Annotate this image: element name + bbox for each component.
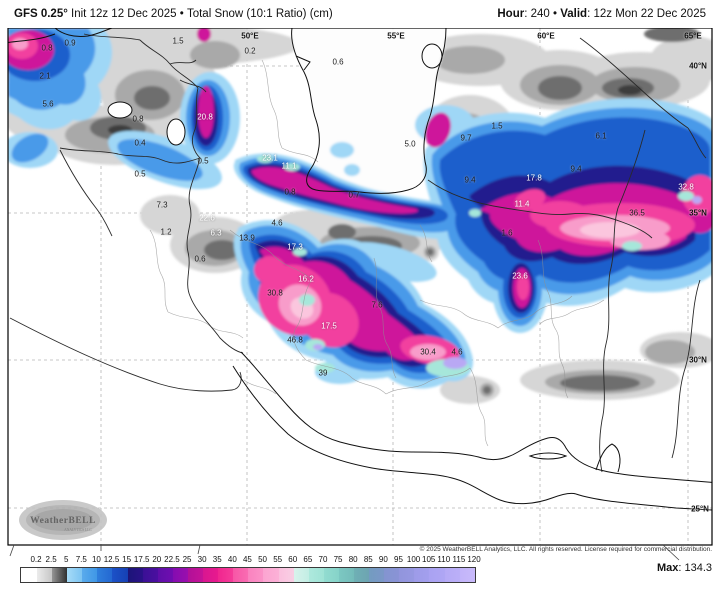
colorbar-ticks: 0.2 2.5 5 7.5 10 12.5 15 17.5 20 22.5 25 30 35 40 45 50…: [0, 555, 720, 566]
header-bar: GFS 0.25° Init 12z 12 Dec 2025 • Total S…: [0, 0, 720, 28]
hour-valid: Hour: 240 • Valid: 12z Mon 22 Dec 2025: [497, 8, 706, 20]
colorbar-segment: [21, 568, 37, 582]
colorbar-tick: 60: [288, 555, 298, 564]
colorbar-segment: [323, 568, 339, 582]
colorbar-segment: [127, 568, 143, 582]
weatherbell-watermark: WeatherBELL ANALYTICS LLC: [19, 500, 107, 540]
product-name: Total Snow (10:1 Ratio) (cm): [186, 8, 333, 20]
colorbar-tick: 55: [273, 555, 283, 564]
colorbar-tick: 30: [197, 555, 207, 564]
colorbar-tick: 45: [242, 555, 252, 564]
colorbar-segment: [142, 568, 158, 582]
colorbar-segment: [218, 568, 234, 582]
colorbar-segment: [414, 568, 430, 582]
colorbar-tick: 80: [348, 555, 358, 564]
colorbar-tick: 90: [378, 555, 388, 564]
model-name: GFS 0.25°: [14, 8, 68, 20]
colorbar-segment: [172, 568, 188, 582]
colorbar-tick: 105: [422, 555, 436, 564]
hour-label: Hour: [497, 8, 525, 20]
colorbar-tick: 115: [452, 555, 466, 564]
colorbar-segment: [82, 568, 98, 582]
colorbar-segment: [203, 568, 219, 582]
colorbar-segment: [399, 568, 415, 582]
colorbar-segment: [338, 568, 354, 582]
colorbar-tick: 70: [318, 555, 328, 564]
colorbar-segment: [429, 568, 445, 582]
init-text: Init 12z 12 Dec 2025: [71, 8, 177, 20]
valid-value: 12z Mon 22 Dec 2025: [593, 8, 706, 20]
colorbar-segment: [52, 568, 68, 582]
separator-dot2: •: [552, 8, 558, 20]
colorbar-tick: 85: [363, 555, 373, 564]
colorbar-tick: 2.5: [45, 555, 57, 564]
max-value: : 134.3: [678, 562, 712, 574]
colorbar-tick: 17.5: [133, 555, 150, 564]
colorbar-tick: 12.5: [103, 555, 120, 564]
frame-ticks: [9, 544, 680, 561]
colorbar-tick: 110: [437, 555, 451, 564]
colorbar: [20, 567, 476, 583]
colorbar-tick: 75: [333, 555, 343, 564]
colorbar-segment: [67, 568, 83, 582]
admin-boundaries: [149, 59, 605, 447]
colorbar-segment: [278, 568, 294, 582]
colorbar-tick: 20: [152, 555, 162, 564]
colorbar-tick: 7.5: [75, 555, 87, 564]
colorbar-segment: [97, 568, 113, 582]
colorbar-segment: [384, 568, 400, 582]
max-readout: Max: 134.3: [657, 562, 712, 574]
colorbar-segment: [444, 568, 460, 582]
colorbar-tick: 22.5: [164, 555, 180, 564]
model-title: GFS 0.25° Init 12z 12 Dec 2025 • Total S…: [14, 8, 333, 20]
colorbar-tick: 15: [122, 555, 132, 564]
svg-text:WeatherBELL: WeatherBELL: [30, 516, 96, 526]
colorbar-tick: 95: [394, 555, 403, 564]
max-label: Max: [656, 562, 679, 574]
colorbar-tick: 25: [182, 555, 192, 564]
colorbar-segment: [248, 568, 264, 582]
copyright-text: © 2025 WeatherBELL Analytics, LLC. All r…: [419, 546, 712, 553]
colorbar-tick: 65: [303, 555, 313, 564]
colorbar-segment: [459, 568, 475, 582]
colorbar-segment: [233, 568, 249, 582]
colorbar-segment: [308, 568, 324, 582]
colorbar-tick: 0.2: [30, 555, 42, 564]
svg-text:ANALYTICS LLC: ANALYTICS LLC: [64, 528, 92, 532]
country-borders: [9, 33, 707, 473]
colorbar-segment: [369, 568, 385, 582]
colorbar-tick: 10: [91, 555, 101, 564]
colorbar-segment: [187, 568, 204, 582]
colorbar-tick: 50: [258, 555, 267, 564]
coastlines: [8, 28, 712, 511]
colorbar-tick: 40: [227, 555, 237, 564]
colorbar-tick: 100: [406, 555, 421, 564]
colorbar-tick: 5: [63, 555, 69, 564]
colorbar-segment: [263, 568, 279, 582]
colorbar-segment: [112, 568, 128, 582]
valid-label: Valid: [560, 8, 588, 20]
colorbar-segment: [157, 568, 173, 582]
colorbar-tick: 35: [212, 555, 222, 564]
colorbar-segment: [353, 568, 370, 582]
separator-dot: •: [179, 8, 184, 20]
map-frame-border: [7, 27, 713, 546]
colorbar-tick: 120: [467, 555, 481, 564]
hour-value: 240: [530, 8, 550, 20]
colorbar-segment: [293, 568, 309, 582]
colorbar-segment: [37, 568, 53, 582]
